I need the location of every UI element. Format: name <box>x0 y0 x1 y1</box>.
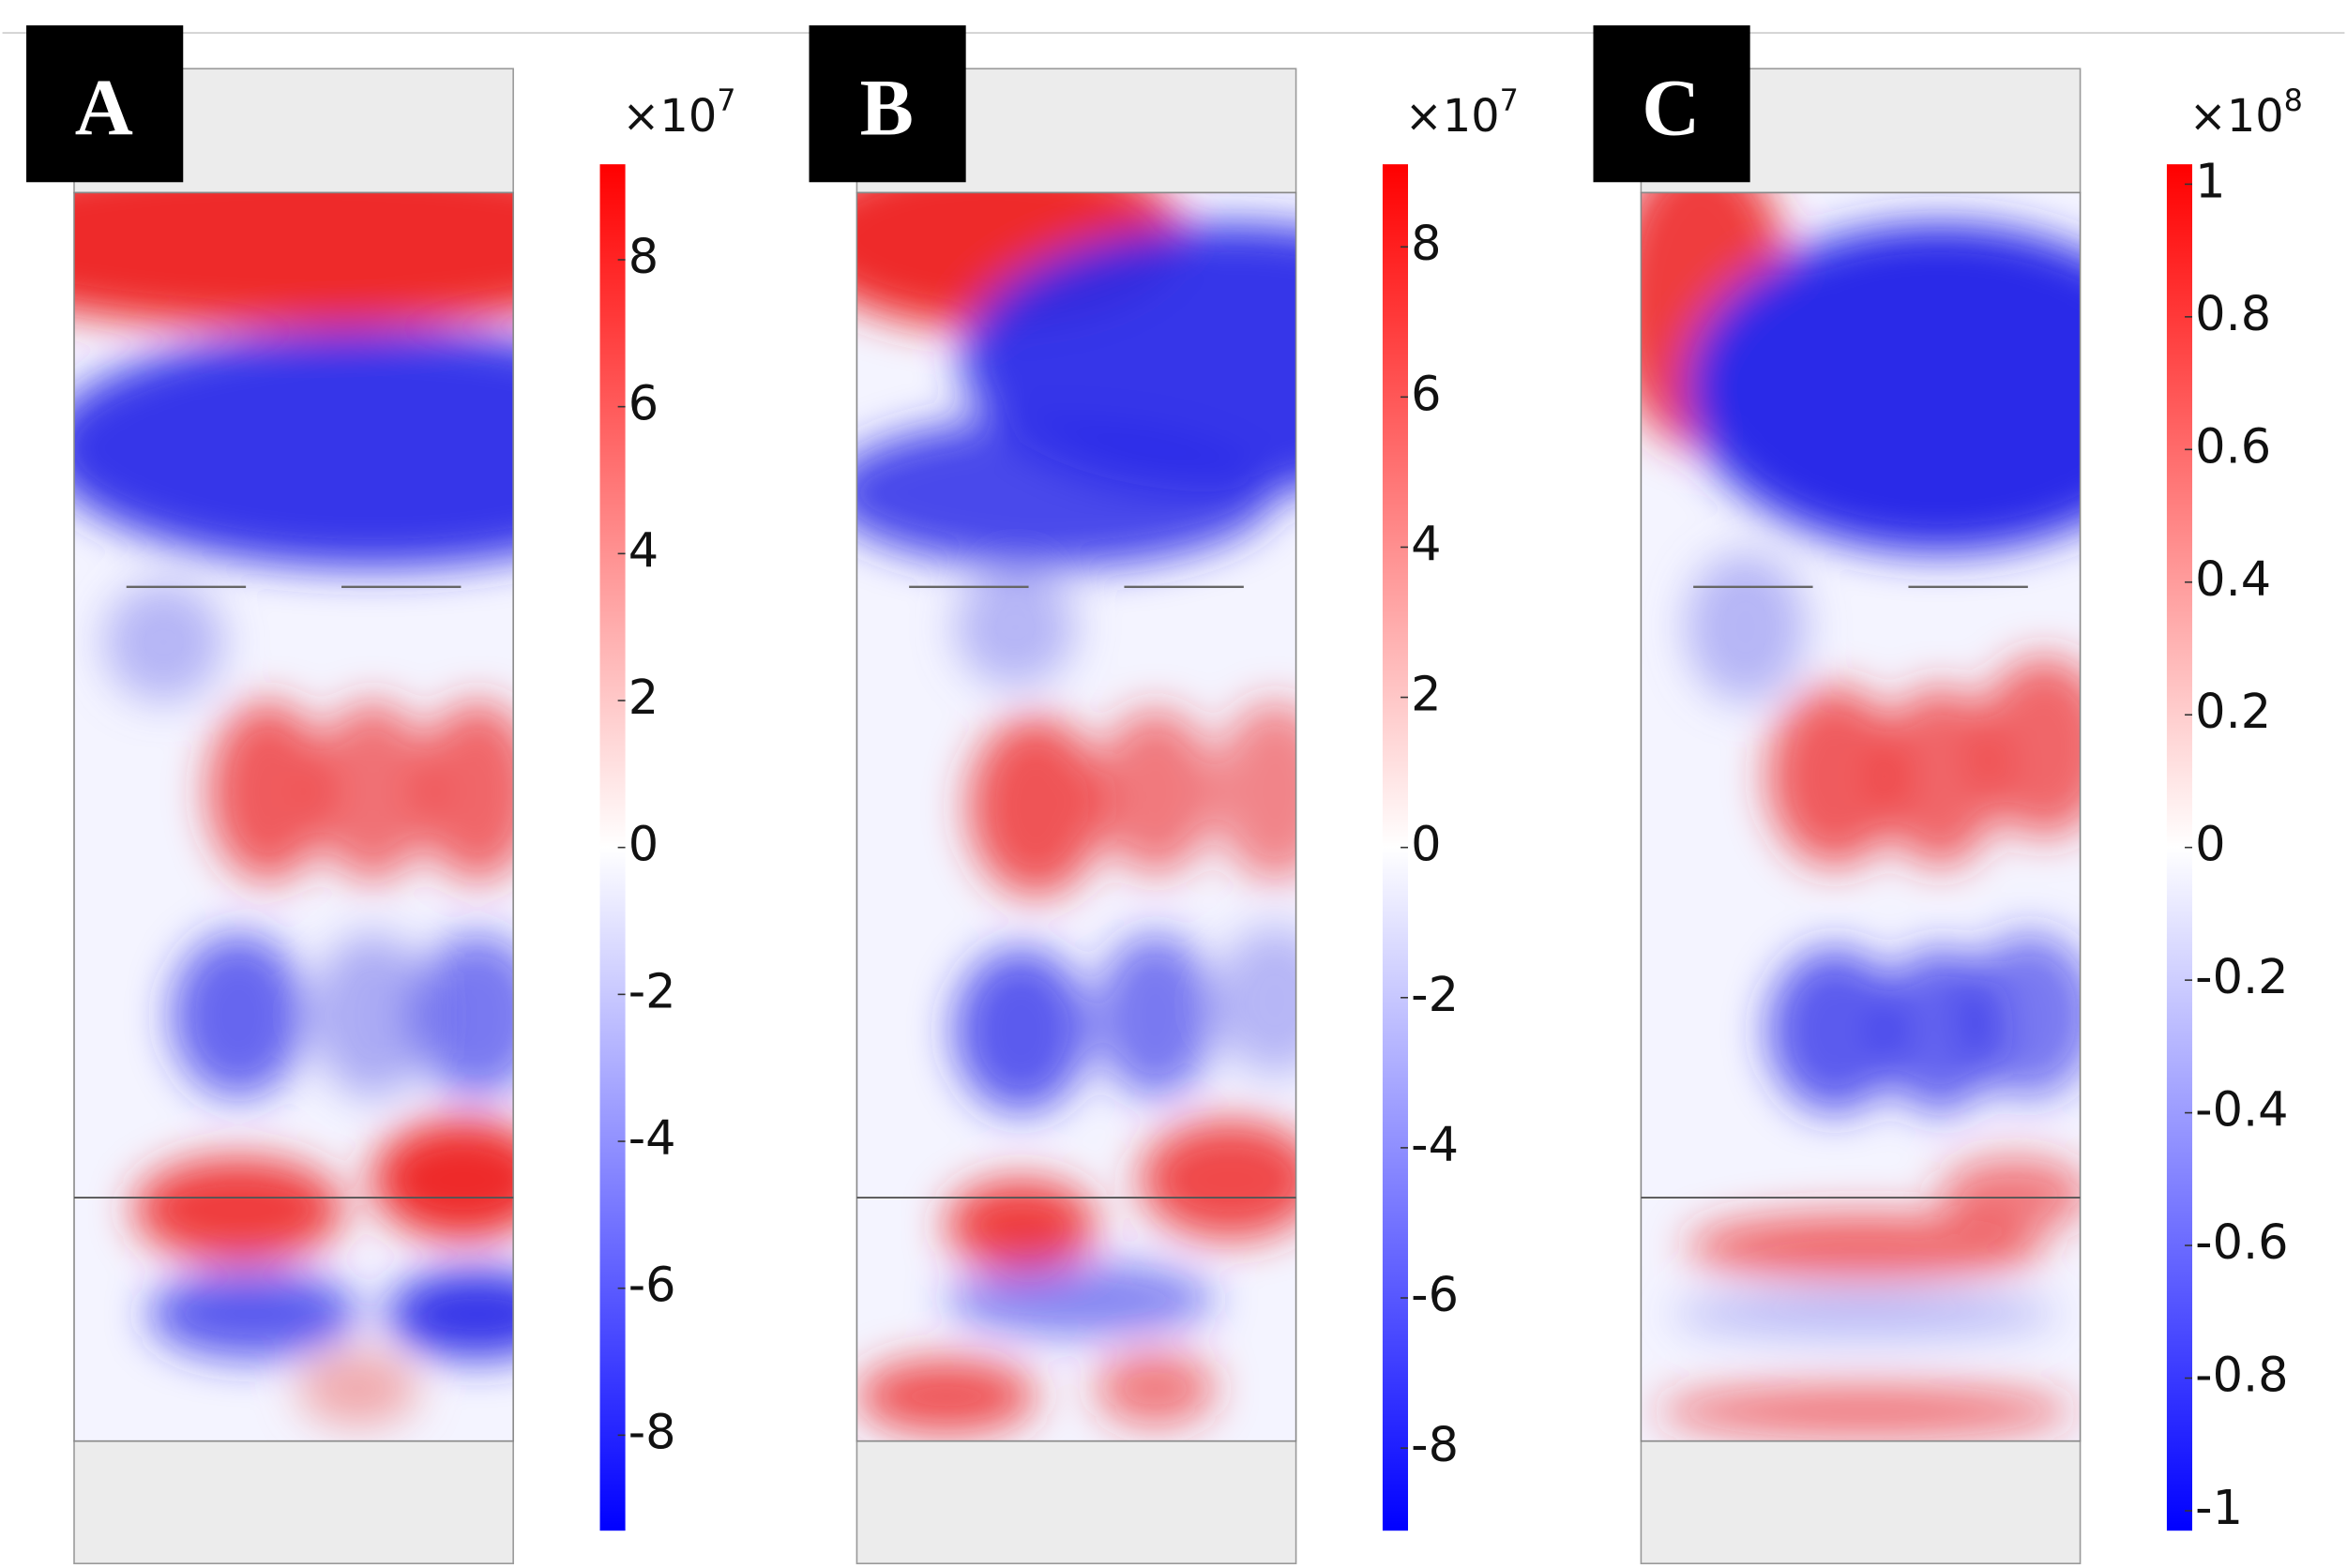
field-blob <box>946 1179 1097 1270</box>
field-border <box>1640 191 2082 1442</box>
colorbar-tick-label: -1 <box>2195 1481 2243 1536</box>
field-blob <box>1686 1214 2045 1280</box>
colorbar-tick-label: -2 <box>628 964 676 1019</box>
field-blob <box>410 933 514 1098</box>
colorbar-tick-label: 4 <box>1411 517 1441 572</box>
field-plot <box>74 192 514 1441</box>
field-blob <box>1686 223 2081 553</box>
field-blob <box>1096 933 1216 1098</box>
colorbar-tick-label: -8 <box>1411 1418 1459 1473</box>
panel: A 8 6 4 2 0 -2 -4 -6 -8 ×107 <box>26 25 735 1565</box>
colorbar-tick-label: 0.2 <box>2195 685 2271 740</box>
colorbar-tick-label: -0.2 <box>2195 950 2288 1005</box>
field-blob <box>417 701 514 882</box>
field-plot <box>856 192 1296 1441</box>
multiplier-exponent: 7 <box>717 83 735 118</box>
field-plot <box>1641 192 2081 1441</box>
field-border <box>73 191 514 1442</box>
field-blob <box>1976 656 2081 837</box>
field-blob <box>372 1120 514 1240</box>
field-blob <box>148 1269 358 1360</box>
panel-label-box <box>809 25 966 183</box>
field-blob <box>955 567 1075 687</box>
colorbar-tick-label: -6 <box>1411 1268 1459 1323</box>
field-blob <box>1096 709 1216 874</box>
field-blob <box>1656 1384 2075 1439</box>
colorbar-tick-label: 0 <box>628 818 659 873</box>
colorbar-tick-label: -4 <box>628 1111 676 1167</box>
field-blob <box>1880 686 2000 867</box>
field-blob <box>208 701 328 882</box>
field-blob <box>953 948 1089 1113</box>
colorbar-tick-label: -4 <box>1411 1118 1459 1173</box>
colorbar-tick-label: 0.8 <box>2195 287 2271 342</box>
field-blob <box>968 716 1104 897</box>
field-blob <box>133 1157 343 1262</box>
field-blob <box>1671 1291 2060 1337</box>
colorbar-tick-label: 1 <box>2195 154 2225 209</box>
colorbar-tick-label: 8 <box>628 230 659 285</box>
field-blob <box>312 933 433 1098</box>
field-blob <box>74 328 514 568</box>
multiplier-base: ×10 <box>2189 91 2284 143</box>
colorbar-tick-label: 4 <box>628 523 659 579</box>
colorbar-tick-label: 2 <box>1411 668 1441 723</box>
field-blob <box>103 582 224 702</box>
field-blob <box>1767 948 1903 1113</box>
multiplier-exponent: 7 <box>1500 83 1519 118</box>
panel-label-box <box>26 25 184 183</box>
colorbar-tick-label: -0.6 <box>2195 1215 2288 1271</box>
field-blob <box>387 1269 514 1360</box>
domain-bottom <box>73 1440 514 1565</box>
panel-label: A <box>75 62 133 152</box>
panel-label: B <box>860 62 914 152</box>
colorbar-multiplier: ×108 <box>2189 83 2303 143</box>
field-blob <box>1215 701 1296 882</box>
colorbar-tick-label: -0.4 <box>2195 1083 2288 1138</box>
field-blob <box>856 417 1276 568</box>
colorbar-tick-label: 0 <box>2195 818 2225 873</box>
colorbar-tick-label: 0.4 <box>2195 552 2271 608</box>
field-blob <box>1215 926 1296 1076</box>
field-border <box>856 191 1297 1442</box>
field-blob <box>1961 933 2081 1098</box>
domain-bottom <box>1640 1440 2082 1565</box>
colorbar-multiplier: ×107 <box>622 83 735 143</box>
field-blob <box>297 1351 418 1426</box>
colorbar-multiplier: ×107 <box>1405 83 1519 143</box>
multiplier-base: ×10 <box>622 91 717 143</box>
colorbar-tick-label: -8 <box>628 1405 676 1460</box>
field-blob <box>1686 552 1806 702</box>
field-blobs <box>856 192 1296 1434</box>
colorbar-tick-label: 0 <box>1411 818 1441 873</box>
colorbar-tick-label: 8 <box>1411 217 1441 272</box>
field-blob <box>312 701 433 882</box>
panel-label-box <box>1593 25 1750 183</box>
field-blob <box>1140 1120 1296 1240</box>
field-blobs <box>1641 192 2081 1439</box>
colorbar-tick-label: 2 <box>628 671 659 726</box>
field-blob <box>171 933 306 1098</box>
colorbar-tick-label: -2 <box>1411 968 1459 1023</box>
field-blob <box>1939 1157 2081 1232</box>
colorbar-tick-label: 0.6 <box>2195 419 2271 475</box>
colorbar-tick-label: -0.8 <box>2195 1349 2288 1404</box>
multiplier-exponent: 8 <box>2284 83 2303 118</box>
colorbar-tick-label: -6 <box>628 1259 676 1314</box>
panel: B 8 6 4 2 0 -2 -4 -6 -8 ×107 <box>809 25 1519 1565</box>
field-blob <box>1767 686 1903 867</box>
panel: C 1 0.8 0.6 0.4 0.2 0 -0.2 -0.4 -0.6 -0.8 -1 ×108 <box>1593 25 2303 1565</box>
field-blobs <box>74 192 514 1426</box>
multiplier-base: ×10 <box>1405 91 1500 143</box>
panel-label: C <box>1642 62 1700 152</box>
colorbar-tick-label: 6 <box>1411 367 1441 422</box>
domain-bottom <box>856 1440 1297 1565</box>
field-blob <box>74 192 514 329</box>
field-blob <box>856 1359 1037 1434</box>
field-blob <box>946 1261 1216 1337</box>
colorbar-tick-label: 6 <box>628 377 659 432</box>
field-blob <box>1096 1351 1216 1426</box>
